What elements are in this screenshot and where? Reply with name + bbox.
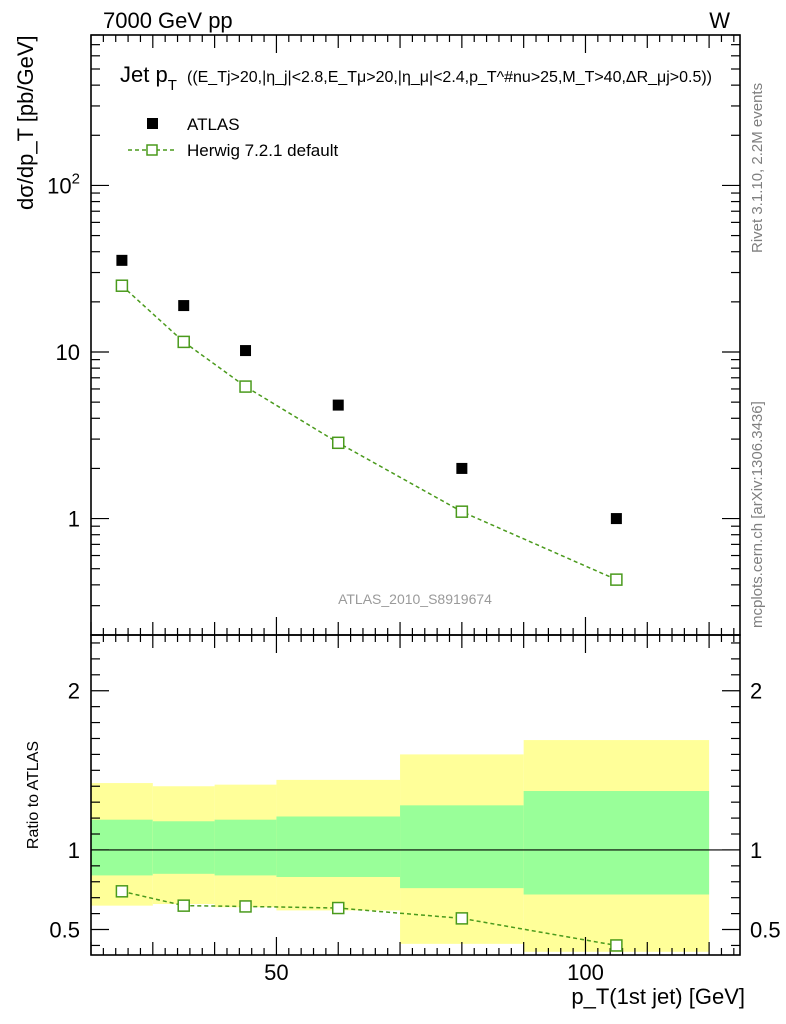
rivet-version-text: Rivet 3.1.10, 2.2M events	[749, 83, 766, 253]
ratio-y-tick-label: 2	[68, 679, 80, 704]
stat-band-bin-4	[400, 805, 524, 889]
herwig-point	[610, 573, 623, 586]
herwig-point	[331, 436, 345, 450]
ratio-ylabel: Ratio to ATLAS	[25, 741, 42, 849]
ratio-point	[331, 901, 345, 915]
ratio-point	[239, 900, 252, 913]
mcplots-reference-text: mcplots.cern.ch [arXiv:1306.3436]	[749, 401, 766, 628]
ratio-point	[610, 939, 623, 952]
ratio-point	[455, 912, 469, 925]
svg-text:Jet pT: Jet pT	[120, 62, 177, 94]
top-right-label: W	[709, 8, 730, 33]
ratio-panel-frame	[90, 634, 741, 956]
ratio-point	[115, 885, 129, 898]
ratio-y-tick-label-right: 2	[750, 679, 762, 704]
stat-band-bin-3	[276, 816, 401, 877]
atlas-point	[456, 462, 468, 474]
stat-band-bin-5	[523, 791, 710, 895]
ratio-panel-series	[115, 885, 623, 952]
main-y-tick-label: 10	[56, 340, 80, 365]
tick-labels: 1 10 102 0.5 0.5 1 1 2 2 50 100	[47, 170, 780, 985]
legend-atlas-marker	[147, 118, 158, 129]
atlas-point	[610, 513, 622, 525]
atlas-point	[332, 399, 344, 411]
ratio-y-tick-label-right: 1	[750, 838, 762, 863]
analysis-watermark: ATLAS_2010_S8919674	[338, 591, 492, 607]
atlas-point	[116, 254, 128, 266]
main-y-tick-label: 1	[68, 507, 80, 532]
ratio-line	[121, 890, 617, 947]
title-main: Jet p	[120, 62, 168, 87]
stat-band-bin-1	[152, 821, 215, 874]
atlas-point	[240, 345, 252, 357]
herwig-line	[121, 285, 617, 581]
herwig-point	[455, 505, 469, 518]
legend-herwig-label: Herwig 7.2.1 default	[187, 141, 338, 160]
stat-band-bin-0	[91, 819, 153, 876]
main-ylabel: dσ/dp_T [pb/GeV]	[13, 35, 38, 210]
atlas-point	[178, 300, 190, 312]
main-ylabel-text: dσ/dp_T [pb/GeV]	[13, 35, 38, 210]
legend-atlas-label: ATLAS	[187, 115, 240, 134]
main-panel-series	[115, 254, 623, 586]
ratio-y-tick-label: 0.5	[49, 918, 80, 943]
ratio-y-tick-label: 1	[68, 838, 80, 863]
ratio-y-tick-label-right: 0.5	[750, 918, 781, 943]
x-tick-label: 50	[264, 960, 288, 985]
herwig-point	[239, 380, 252, 393]
plot-title: Jet pT ((E_Tj>20,|η_j|<2.8,E_Tμ>20,|η_μ|…	[120, 62, 712, 94]
legend: ATLAS Herwig 7.2.1 default	[128, 115, 338, 160]
main-y-tick-label: 102	[47, 170, 80, 198]
x-axis-label: p_T(1st jet) [GeV]	[571, 984, 745, 1009]
legend-herwig-marker	[146, 144, 158, 156]
herwig-point	[177, 335, 190, 349]
herwig-point	[115, 279, 129, 292]
ratio-point	[177, 899, 190, 912]
axis-ticks	[90, 34, 740, 955]
title-sub: T	[168, 77, 177, 94]
stat-band-bin-2	[214, 819, 277, 876]
ratio-uncertainty-bands	[91, 740, 710, 952]
title-cuts: ((E_Tj>20,|η_j|<2.8,E_Tμ>20,|η_μ|<2.4,p_…	[187, 69, 712, 86]
top-left-label: 7000 GeV pp	[103, 8, 233, 33]
x-tick-label: 100	[567, 960, 604, 985]
